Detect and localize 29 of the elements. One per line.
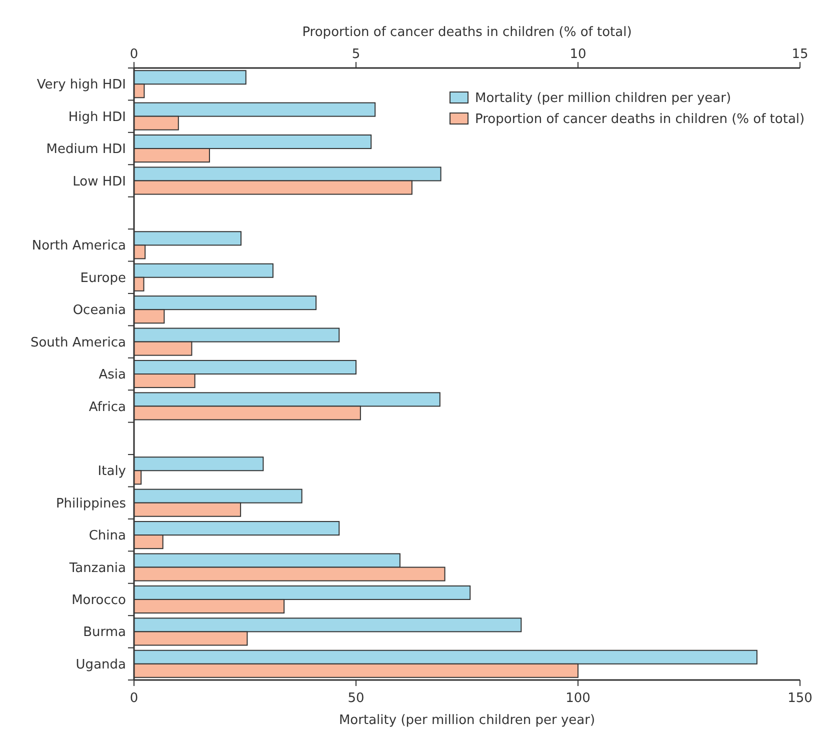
y-tick-label: North America [32, 238, 126, 254]
y-tick-label: Italy [98, 464, 126, 480]
x-tick-label: 50 [348, 691, 364, 706]
y-tick-label: Africa [88, 400, 126, 415]
x2-tick-label: 10 [570, 47, 586, 62]
y-tick-label: Europe [80, 270, 126, 286]
x-tick-label: 150 [788, 691, 812, 706]
y-tick-label: Uganda [76, 657, 126, 672]
x-tick-label: 0 [130, 691, 138, 706]
y-tick-label: Medium HDI [46, 142, 126, 158]
x-tick-label: 100 [566, 691, 590, 706]
y-tick-label: Low HDI [72, 174, 126, 190]
x2-tick-label: 5 [352, 47, 360, 62]
y-tick-label: South America [30, 335, 126, 350]
legend-label: Mortality (per million children per year) [475, 91, 732, 106]
y-tick-label: Asia [98, 368, 126, 383]
y-tick-label: Very high HDI [36, 78, 126, 93]
y-tick-label: Philippines [56, 496, 126, 512]
legend-label: Proportion of cancer deaths in children (% of total) [475, 112, 805, 128]
x2-axis-title: Proportion of cancer deaths in children (% of total) [302, 25, 632, 40]
y-tick-label: High HDI [68, 110, 126, 125]
y-tick-label: Oceania [72, 303, 126, 318]
y-tick-label: Burma [83, 625, 126, 640]
x-axis-title: Mortality (per million children per year) [338, 713, 596, 728]
x2-tick-label: 0 [130, 47, 138, 62]
y-tick-label: Morocco [72, 593, 126, 608]
x2-tick-label: 15 [792, 47, 808, 62]
y-tick-label: Tanzania [68, 560, 126, 576]
y-tick-label: China [88, 528, 126, 544]
